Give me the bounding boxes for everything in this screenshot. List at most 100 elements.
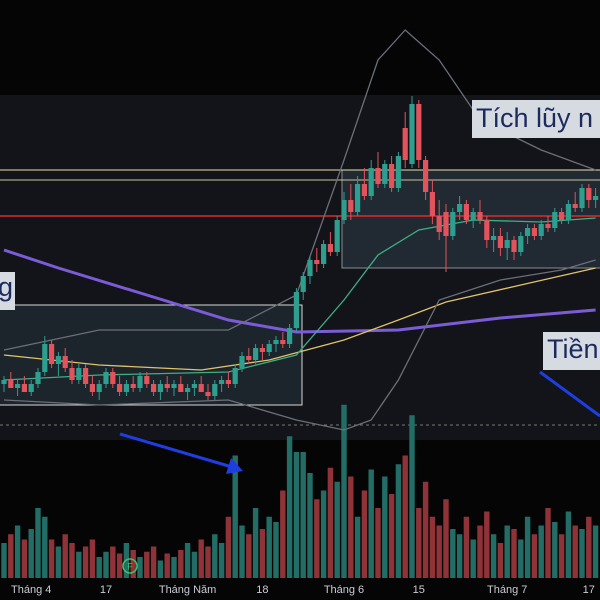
candle-body — [96, 384, 102, 392]
candle-body — [572, 204, 578, 208]
volume-bar — [55, 546, 62, 578]
candle-body — [144, 376, 150, 384]
candle-body — [375, 168, 381, 184]
volume-bar — [69, 543, 75, 578]
volume-bar — [137, 557, 143, 578]
volume-bar — [375, 508, 381, 578]
annotation-bg — [472, 100, 600, 138]
candle-body — [443, 212, 449, 236]
time-label: 17 — [100, 584, 112, 596]
volume-bar — [266, 516, 272, 578]
candle-body — [321, 244, 327, 264]
volume-bar — [239, 525, 245, 578]
time-label: Tháng Năm — [159, 584, 216, 596]
volume-bar — [76, 551, 82, 578]
volume-bar — [456, 534, 463, 578]
candle-body — [253, 348, 259, 360]
annotation-bg — [0, 272, 15, 310]
volume-bar — [327, 467, 334, 578]
indicator-line — [3, 267, 596, 371]
candle-body — [307, 260, 313, 276]
volume-bar — [511, 529, 517, 578]
volume-bar — [21, 539, 28, 578]
candle-body — [314, 260, 320, 264]
volume-bar — [558, 534, 565, 578]
volume-bar — [1, 543, 7, 578]
candle-body — [293, 292, 299, 328]
volume-bar — [89, 539, 96, 578]
candle-body — [497, 236, 503, 248]
volume-bar — [103, 551, 109, 578]
candle-body — [361, 184, 367, 196]
candle-body — [389, 164, 395, 188]
volume-bar — [232, 455, 238, 578]
volume-bar — [361, 490, 368, 578]
volume-bar — [116, 553, 123, 578]
volume-bar — [28, 529, 34, 578]
candle-body — [341, 200, 347, 220]
candle-body — [416, 104, 422, 160]
time-axis — [0, 580, 600, 600]
candle-body — [280, 340, 286, 344]
candle-body — [130, 384, 136, 388]
indicator-line — [3, 259, 596, 431]
candle-body — [579, 188, 585, 208]
volume-bar — [545, 508, 551, 578]
candle-body — [191, 384, 197, 388]
time-label: Tháng 6 — [324, 584, 364, 596]
volume-bar — [463, 516, 470, 578]
volume-bar — [198, 539, 204, 578]
candle-body — [511, 240, 517, 252]
candle-body — [266, 344, 272, 352]
candle-body — [171, 384, 177, 388]
volume-bar — [579, 529, 585, 578]
candle-body — [76, 368, 82, 380]
volume-bar — [150, 546, 157, 578]
volume-bar — [531, 534, 538, 578]
candle-body — [327, 244, 333, 252]
volume-bar — [320, 490, 327, 578]
volume-bar — [388, 494, 395, 578]
candle-body — [300, 276, 306, 292]
candle-body — [355, 184, 361, 212]
time-label: 17 — [583, 584, 595, 596]
volume-bar — [382, 476, 388, 578]
candle-body — [348, 200, 354, 212]
candle-body — [525, 228, 531, 236]
candle-body — [212, 384, 218, 396]
candle-body — [586, 188, 592, 200]
volume-bar — [504, 525, 510, 578]
candle-body — [545, 224, 551, 228]
annotation: g — [0, 272, 13, 302]
volume-bar — [490, 534, 497, 578]
candle-body — [484, 220, 490, 240]
volume-bar — [82, 546, 89, 578]
volume-bar — [164, 553, 170, 578]
candle-body — [28, 384, 34, 392]
candle-body — [21, 384, 27, 392]
volume-bar — [246, 534, 252, 578]
annotation: Tích lũy n — [476, 103, 593, 133]
candle-body — [185, 388, 191, 392]
candle-body — [395, 156, 401, 188]
volume-bar — [130, 550, 136, 578]
volume-bar — [395, 464, 402, 578]
candle-body — [219, 380, 225, 384]
indicator-line — [3, 217, 596, 381]
volume-bar — [450, 529, 456, 578]
volume-bar — [110, 546, 116, 578]
candle-body — [477, 212, 483, 220]
candle-body — [470, 212, 476, 220]
candle-body — [423, 160, 429, 192]
candle-body — [491, 236, 497, 240]
volume-bar — [144, 551, 150, 578]
volume-bar — [96, 557, 102, 578]
candle-body — [35, 372, 41, 384]
candle-body — [273, 340, 279, 344]
candle-body — [232, 368, 238, 384]
candle-body — [463, 204, 469, 220]
volume-bar — [402, 455, 408, 578]
volume-bar — [592, 525, 599, 578]
volume-bar — [252, 508, 259, 578]
candle-body — [538, 224, 544, 236]
